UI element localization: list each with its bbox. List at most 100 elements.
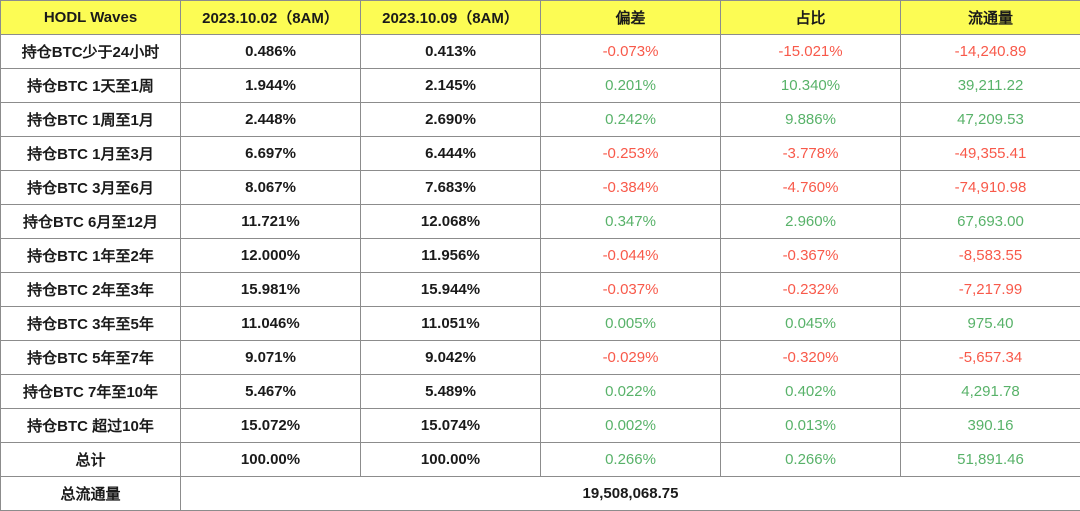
circulation-change-value: 67,693.00 <box>901 205 1080 239</box>
row-label: 持仓BTC 1月至3月 <box>1 137 181 171</box>
value-date-2: 11.051% <box>361 307 541 341</box>
circulation-change-value: -49,355.41 <box>901 137 1080 171</box>
circulation-change-value: -5,657.34 <box>901 341 1080 375</box>
table-row: 持仓BTC 6月至12月 11.721% 12.068% 0.347% 2.96… <box>1 205 1080 239</box>
proportion-value: -0.367% <box>721 239 901 273</box>
circulation-change-value: 975.40 <box>901 307 1080 341</box>
circulation-change-value: -7,217.99 <box>901 273 1080 307</box>
proportion-value: 0.013% <box>721 409 901 443</box>
table-row: 持仓BTC 1月至3月 6.697% 6.444% -0.253% -3.778… <box>1 137 1080 171</box>
value-date-1: 11.721% <box>181 205 361 239</box>
row-label: 持仓BTC 1年至2年 <box>1 239 181 273</box>
row-label: 持仓BTC 2年至3年 <box>1 273 181 307</box>
deviation-value: -0.029% <box>541 341 721 375</box>
circulation-change-value: 47,209.53 <box>901 103 1080 137</box>
value-date-2: 9.042% <box>361 341 541 375</box>
deviation-value: 0.022% <box>541 375 721 409</box>
value-date-1: 8.067% <box>181 171 361 205</box>
value-date-2: 2.690% <box>361 103 541 137</box>
header-hodl-waves: HODL Waves <box>1 1 181 35</box>
header-deviation: 偏差 <box>541 1 721 35</box>
proportion-value: 0.045% <box>721 307 901 341</box>
value-date-1: 9.071% <box>181 341 361 375</box>
row-label: 持仓BTC 3年至5年 <box>1 307 181 341</box>
total-circulation-row: 总流通量 19,508,068.75 <box>1 477 1080 511</box>
table-row: 持仓BTC 2年至3年 15.981% 15.944% -0.037% -0.2… <box>1 273 1080 307</box>
total-circulation-label: 总流通量 <box>1 477 181 511</box>
circulation-change-value: 39,211.22 <box>901 69 1080 103</box>
proportion-value: -0.232% <box>721 273 901 307</box>
value-date-1: 0.486% <box>181 35 361 69</box>
proportion-value: 10.340% <box>721 69 901 103</box>
value-date-1: 5.467% <box>181 375 361 409</box>
deviation-value: 0.242% <box>541 103 721 137</box>
value-date-2: 15.074% <box>361 409 541 443</box>
header-proportion: 占比 <box>721 1 901 35</box>
value-date-1: 6.697% <box>181 137 361 171</box>
row-label: 持仓BTC 7年至10年 <box>1 375 181 409</box>
table-row: 持仓BTC 1天至1周 1.944% 2.145% 0.201% 10.340%… <box>1 69 1080 103</box>
deviation-value: 0.347% <box>541 205 721 239</box>
total-proportion-value: 0.266% <box>721 443 901 477</box>
table-row: 持仓BTC 5年至7年 9.071% 9.042% -0.029% -0.320… <box>1 341 1080 375</box>
table-row: 持仓BTC 1周至1月 2.448% 2.690% 0.242% 9.886% … <box>1 103 1080 137</box>
row-label: 持仓BTC少于24小时 <box>1 35 181 69</box>
deviation-value: 0.005% <box>541 307 721 341</box>
header-circulation: 流通量 <box>901 1 1080 35</box>
value-date-2: 2.145% <box>361 69 541 103</box>
proportion-value: 0.402% <box>721 375 901 409</box>
row-label: 持仓BTC 5年至7年 <box>1 341 181 375</box>
row-label: 持仓BTC 6月至12月 <box>1 205 181 239</box>
deviation-value: 0.201% <box>541 69 721 103</box>
deviation-value: -0.037% <box>541 273 721 307</box>
value-date-2: 15.944% <box>361 273 541 307</box>
proportion-value: -4.760% <box>721 171 901 205</box>
circulation-change-value: -14,240.89 <box>901 35 1080 69</box>
value-date-1: 11.046% <box>181 307 361 341</box>
proportion-value: -15.021% <box>721 35 901 69</box>
deviation-value: -0.073% <box>541 35 721 69</box>
total-label: 总计 <box>1 443 181 477</box>
proportion-value: 9.886% <box>721 103 901 137</box>
table-row: 持仓BTC 1年至2年 12.000% 11.956% -0.044% -0.3… <box>1 239 1080 273</box>
header-row: HODL Waves 2023.10.02（8AM） 2023.10.09（8A… <box>1 1 1080 35</box>
row-label: 持仓BTC 超过10年 <box>1 409 181 443</box>
total-deviation-value: 0.266% <box>541 443 721 477</box>
deviation-value: -0.384% <box>541 171 721 205</box>
value-date-1: 15.072% <box>181 409 361 443</box>
total-circulation-amount: 19,508,068.75 <box>181 477 1080 511</box>
value-date-2: 5.489% <box>361 375 541 409</box>
total-circulation-value: 51,891.46 <box>901 443 1080 477</box>
circulation-change-value: 4,291.78 <box>901 375 1080 409</box>
value-date-1: 1.944% <box>181 69 361 103</box>
table-row: 持仓BTC 3年至5年 11.046% 11.051% 0.005% 0.045… <box>1 307 1080 341</box>
value-date-2: 0.413% <box>361 35 541 69</box>
circulation-change-value: 390.16 <box>901 409 1080 443</box>
deviation-value: -0.044% <box>541 239 721 273</box>
table-row: 持仓BTC 3月至6月 8.067% 7.683% -0.384% -4.760… <box>1 171 1080 205</box>
value-date-1: 12.000% <box>181 239 361 273</box>
value-date-2: 11.956% <box>361 239 541 273</box>
table-row: 持仓BTC少于24小时 0.486% 0.413% -0.073% -15.02… <box>1 35 1080 69</box>
header-date-1: 2023.10.02（8AM） <box>181 1 361 35</box>
deviation-value: -0.253% <box>541 137 721 171</box>
value-date-1: 2.448% <box>181 103 361 137</box>
value-date-1: 15.981% <box>181 273 361 307</box>
circulation-change-value: -74,910.98 <box>901 171 1080 205</box>
header-date-2: 2023.10.09（8AM） <box>361 1 541 35</box>
proportion-value: -0.320% <box>721 341 901 375</box>
proportion-value: -3.778% <box>721 137 901 171</box>
proportion-value: 2.960% <box>721 205 901 239</box>
deviation-value: 0.002% <box>541 409 721 443</box>
row-label: 持仓BTC 3月至6月 <box>1 171 181 205</box>
table-row: 持仓BTC 超过10年 15.072% 15.074% 0.002% 0.013… <box>1 409 1080 443</box>
table-row: 持仓BTC 7年至10年 5.467% 5.489% 0.022% 0.402%… <box>1 375 1080 409</box>
value-date-2: 6.444% <box>361 137 541 171</box>
value-date-2: 12.068% <box>361 205 541 239</box>
total-row: 总计 100.00% 100.00% 0.266% 0.266% 51,891.… <box>1 443 1080 477</box>
value-date-2: 7.683% <box>361 171 541 205</box>
row-label: 持仓BTC 1周至1月 <box>1 103 181 137</box>
circulation-change-value: -8,583.55 <box>901 239 1080 273</box>
total-value-date-1: 100.00% <box>181 443 361 477</box>
